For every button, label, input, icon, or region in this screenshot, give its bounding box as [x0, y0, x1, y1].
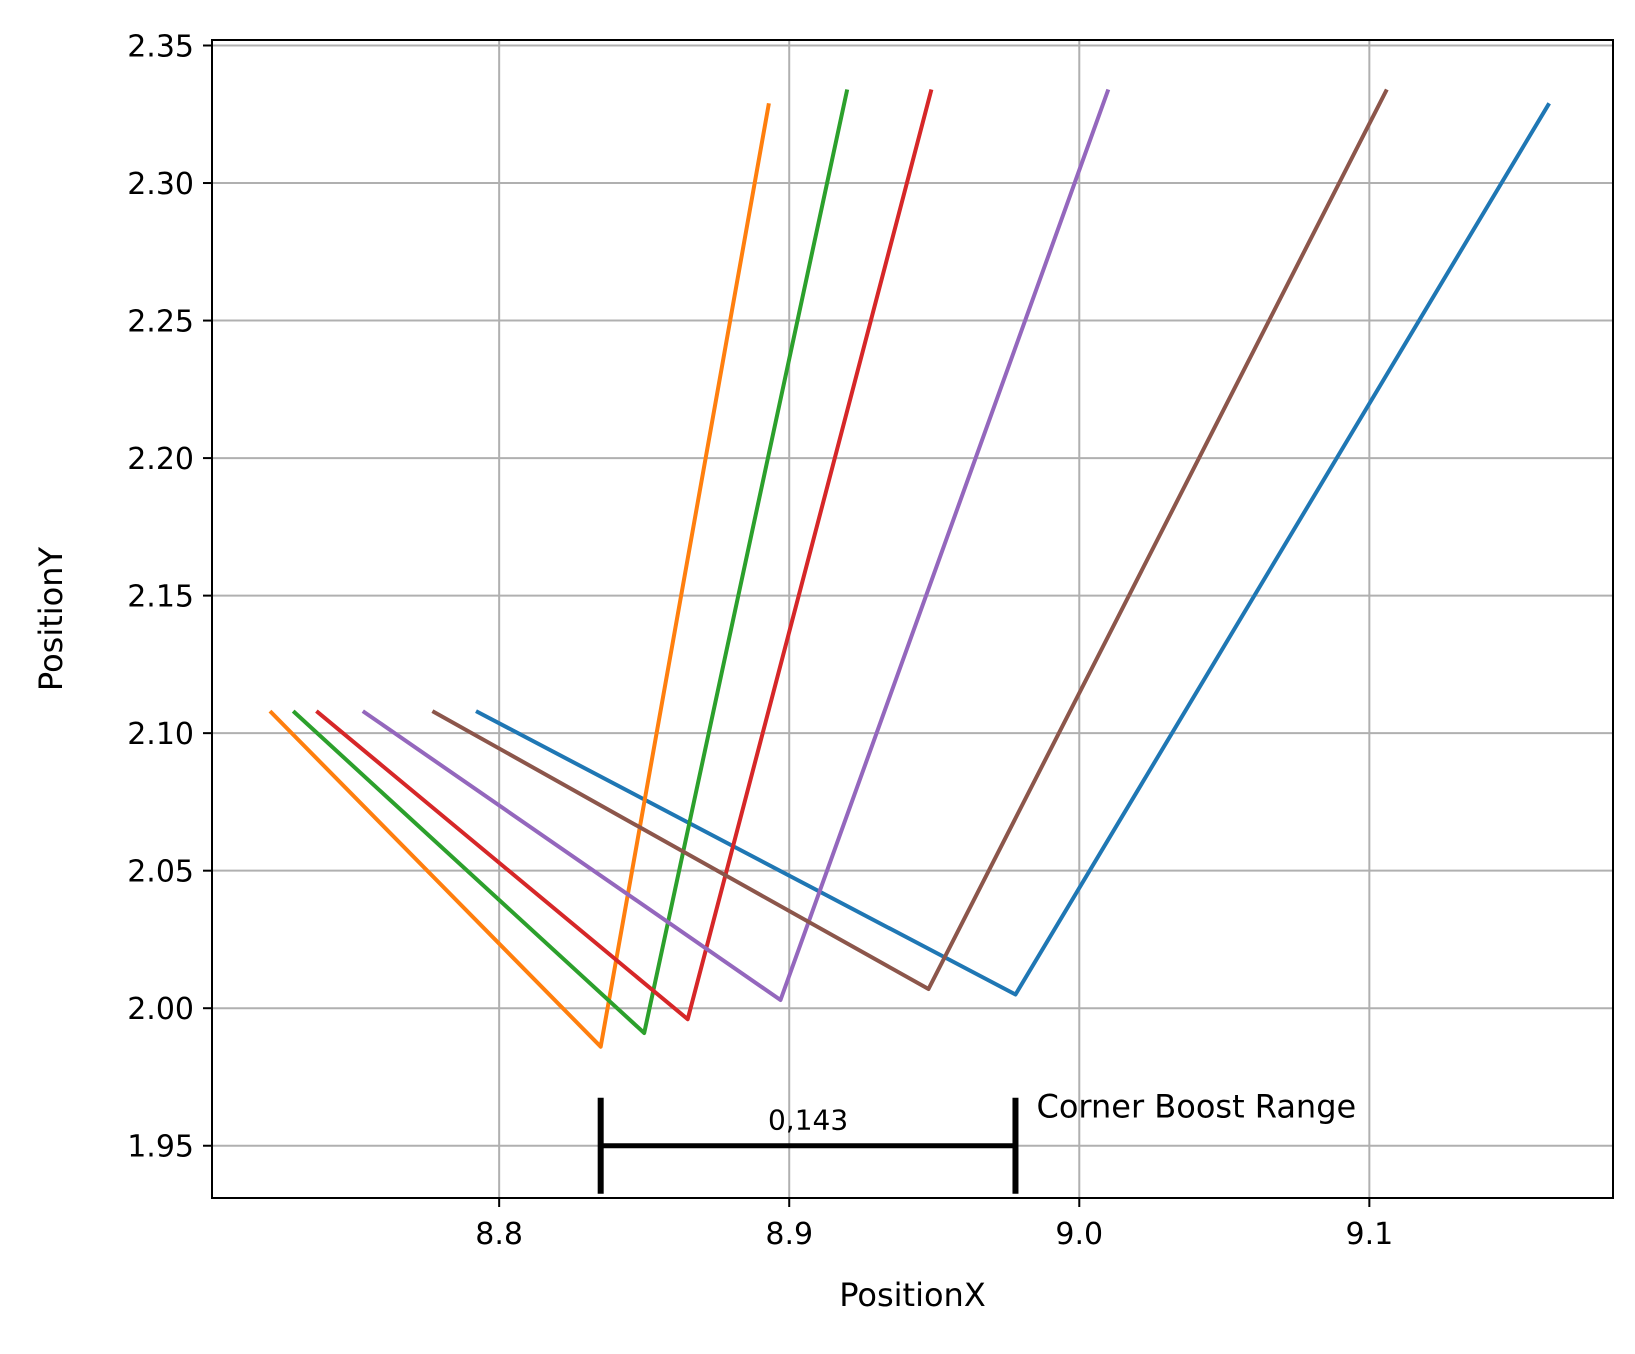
y-tick-label: 2.10 — [127, 717, 194, 752]
tick-layer: 8.8 8.9 9.0 9.1 1.95 2.00 2.05 2.10 2.15 2.20 2.25… — [127, 30, 1393, 1252]
y-tick-label: 2.30 — [127, 167, 194, 202]
series-line-4 — [315, 88, 934, 1022]
series-line-5 — [361, 88, 1111, 1002]
y-tick-label: 2.00 — [127, 992, 194, 1027]
y-axis-label: PositionY — [32, 546, 70, 691]
series-line-2 — [268, 102, 771, 1049]
annotation-layer: 0,143 Corner Boost Range — [597, 1088, 1356, 1194]
x-tick-label: 8.9 — [765, 1217, 813, 1252]
range-bracket-value-label: 0,143 — [768, 1104, 848, 1137]
y-tick-label: 2.15 — [127, 580, 194, 615]
axes-frame — [211, 39, 1614, 1199]
y-tick-label: 1.95 — [127, 1130, 194, 1165]
x-tick-label: 8.8 — [475, 1217, 523, 1252]
grid-layer — [212, 40, 1613, 1198]
x-tick-label: 9.0 — [1055, 1217, 1103, 1252]
y-tick-label: 2.25 — [127, 305, 194, 340]
y-tick-label: 2.05 — [127, 855, 194, 890]
series-line-1 — [475, 102, 1551, 997]
y-tick-label: 2.20 — [127, 442, 194, 477]
series-layer — [268, 88, 1551, 1049]
y-tick-label: 2.35 — [127, 30, 194, 65]
x-axis-label: PositionX — [839, 1276, 986, 1314]
x-tick-label: 9.1 — [1345, 1217, 1393, 1252]
series-line-6 — [431, 88, 1389, 991]
range-bracket-text-label: Corner Boost Range — [1036, 1088, 1356, 1126]
series-line-3 — [291, 89, 850, 1035]
